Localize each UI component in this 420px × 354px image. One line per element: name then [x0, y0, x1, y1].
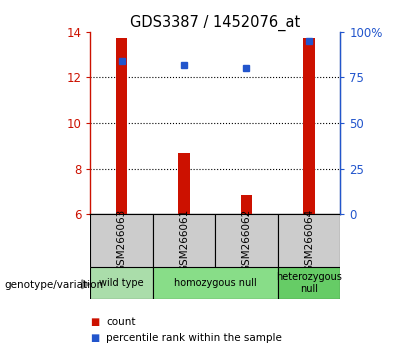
Bar: [90, 267, 153, 299]
Text: percentile rank within the sample: percentile rank within the sample: [106, 333, 282, 343]
Text: GSM266064: GSM266064: [304, 209, 314, 272]
Text: GSM266063: GSM266063: [116, 209, 126, 272]
Title: GDS3387 / 1452076_at: GDS3387 / 1452076_at: [130, 14, 300, 30]
Bar: [278, 267, 340, 299]
Bar: [90, 214, 153, 267]
Text: ■: ■: [90, 317, 100, 327]
Text: genotype/variation: genotype/variation: [4, 280, 103, 290]
Text: heterozygous
null: heterozygous null: [276, 272, 342, 294]
Bar: [178, 153, 190, 214]
Text: homozygous null: homozygous null: [174, 278, 257, 288]
Text: count: count: [106, 317, 136, 327]
Bar: [278, 214, 340, 267]
Text: wild type: wild type: [99, 278, 144, 288]
Bar: [215, 214, 278, 267]
Bar: [116, 38, 127, 214]
Text: ■: ■: [90, 333, 100, 343]
Text: GSM266061: GSM266061: [179, 209, 189, 272]
Bar: [241, 195, 252, 214]
Bar: [153, 267, 278, 299]
Text: GSM266062: GSM266062: [241, 209, 252, 272]
FancyArrow shape: [82, 280, 89, 289]
Bar: [303, 38, 315, 214]
Bar: [153, 214, 215, 267]
